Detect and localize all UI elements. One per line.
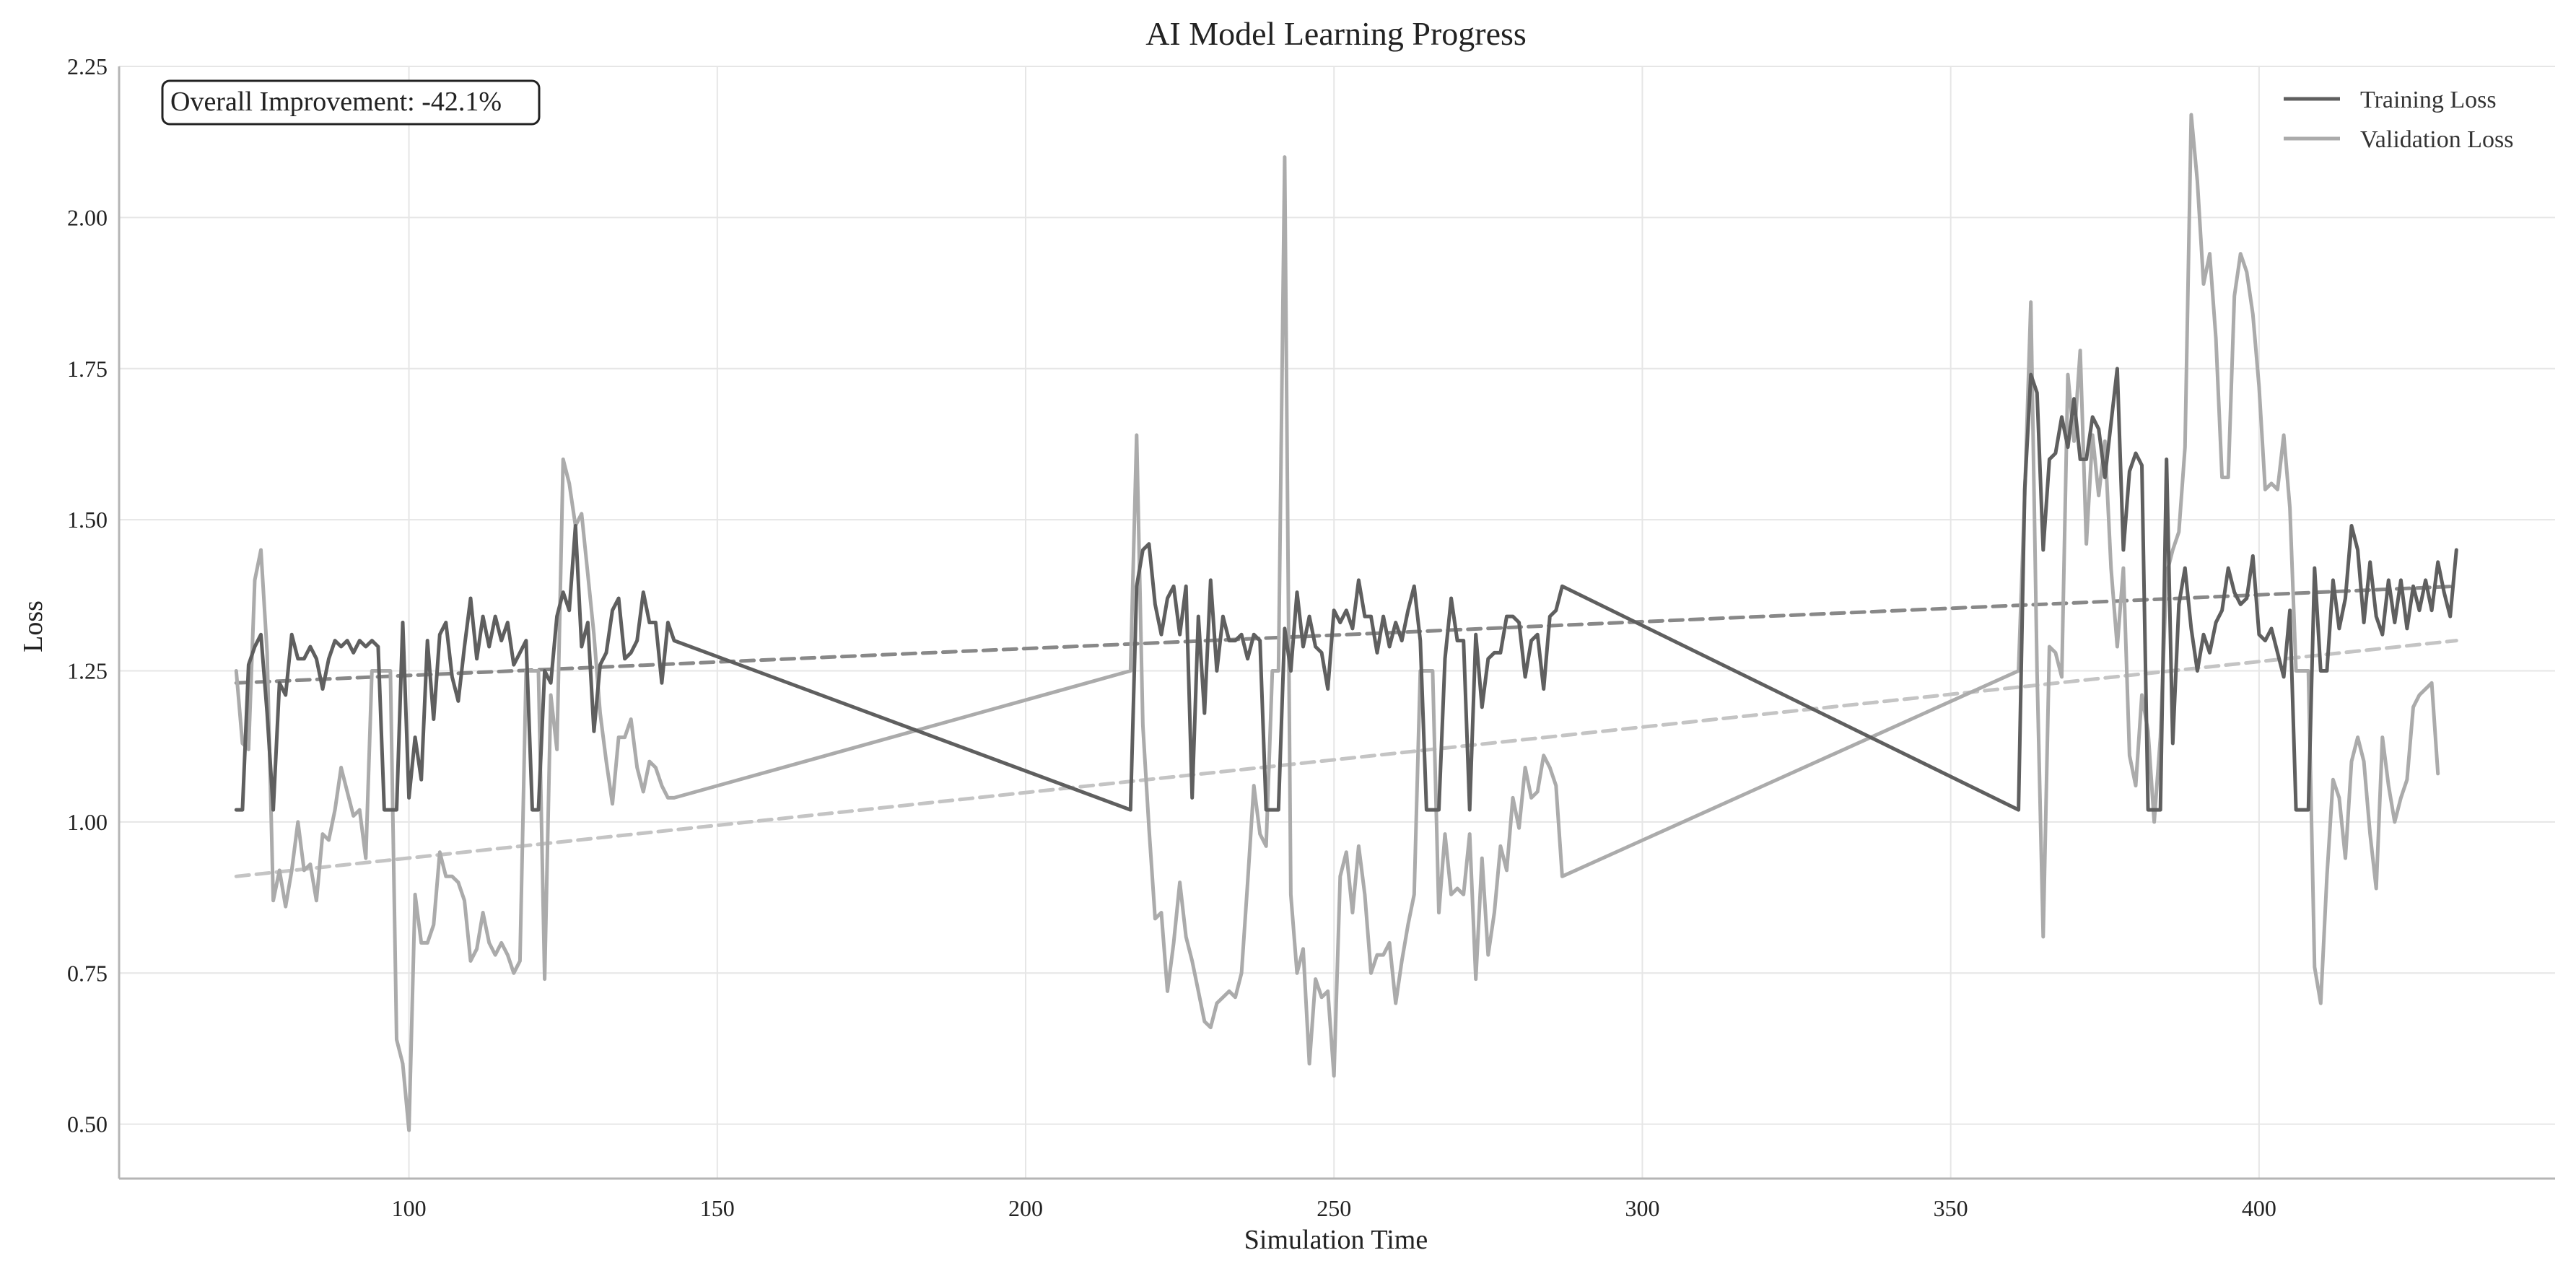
y-tick-label: 0.50: [67, 1111, 108, 1137]
x-tick-label: 150: [700, 1195, 735, 1221]
series: [234, 113, 2458, 1132]
training-trend-line: [234, 584, 2458, 685]
y-tick-label: 2.00: [67, 204, 108, 230]
y-tick-label: 1.00: [67, 809, 108, 835]
validation-loss-line: [234, 113, 2440, 1132]
validation-trend-line: [234, 639, 2458, 878]
chart-title: AI Model Learning Progress: [1145, 15, 1527, 52]
y-tick-labels: 0.50 0.75 1.00 1.25 1.50 1.75 2.00 2.25: [67, 53, 108, 1137]
annotation-text: Overall Improvement: -42.1%: [170, 87, 502, 117]
y-tick-label: 1.25: [67, 658, 108, 684]
x-tick-label: 200: [1008, 1195, 1043, 1221]
x-tick-labels: 100 150 200 250 300 350 400: [392, 1195, 2276, 1221]
grid: [119, 66, 2555, 1179]
axes: [118, 66, 2555, 1180]
y-tick-label: 2.25: [67, 53, 108, 79]
legend: Training Loss Validation Loss: [2284, 87, 2513, 153]
x-tick-label: 350: [1934, 1195, 1968, 1221]
x-tick-label: 250: [1317, 1195, 1351, 1221]
annotation-frame: [161, 79, 541, 126]
x-axis-title: Simulation Time: [1244, 1225, 1428, 1255]
y-tick-label: 1.50: [67, 507, 108, 533]
legend-label-training: Training Loss: [2360, 87, 2497, 113]
x-tick-label: 400: [2242, 1195, 2276, 1221]
training-loss-line: [234, 367, 2458, 812]
x-tick-label: 100: [392, 1195, 427, 1221]
y-tick-label: 0.75: [67, 960, 108, 986]
y-tick-label: 1.75: [67, 356, 108, 382]
improvement-annotation: Overall Improvement: -42.1%: [161, 79, 541, 126]
x-tick-label: 300: [1625, 1195, 1659, 1221]
legend-label-validation: Validation Loss: [2360, 126, 2513, 153]
y-axis-title: Loss: [18, 600, 48, 652]
